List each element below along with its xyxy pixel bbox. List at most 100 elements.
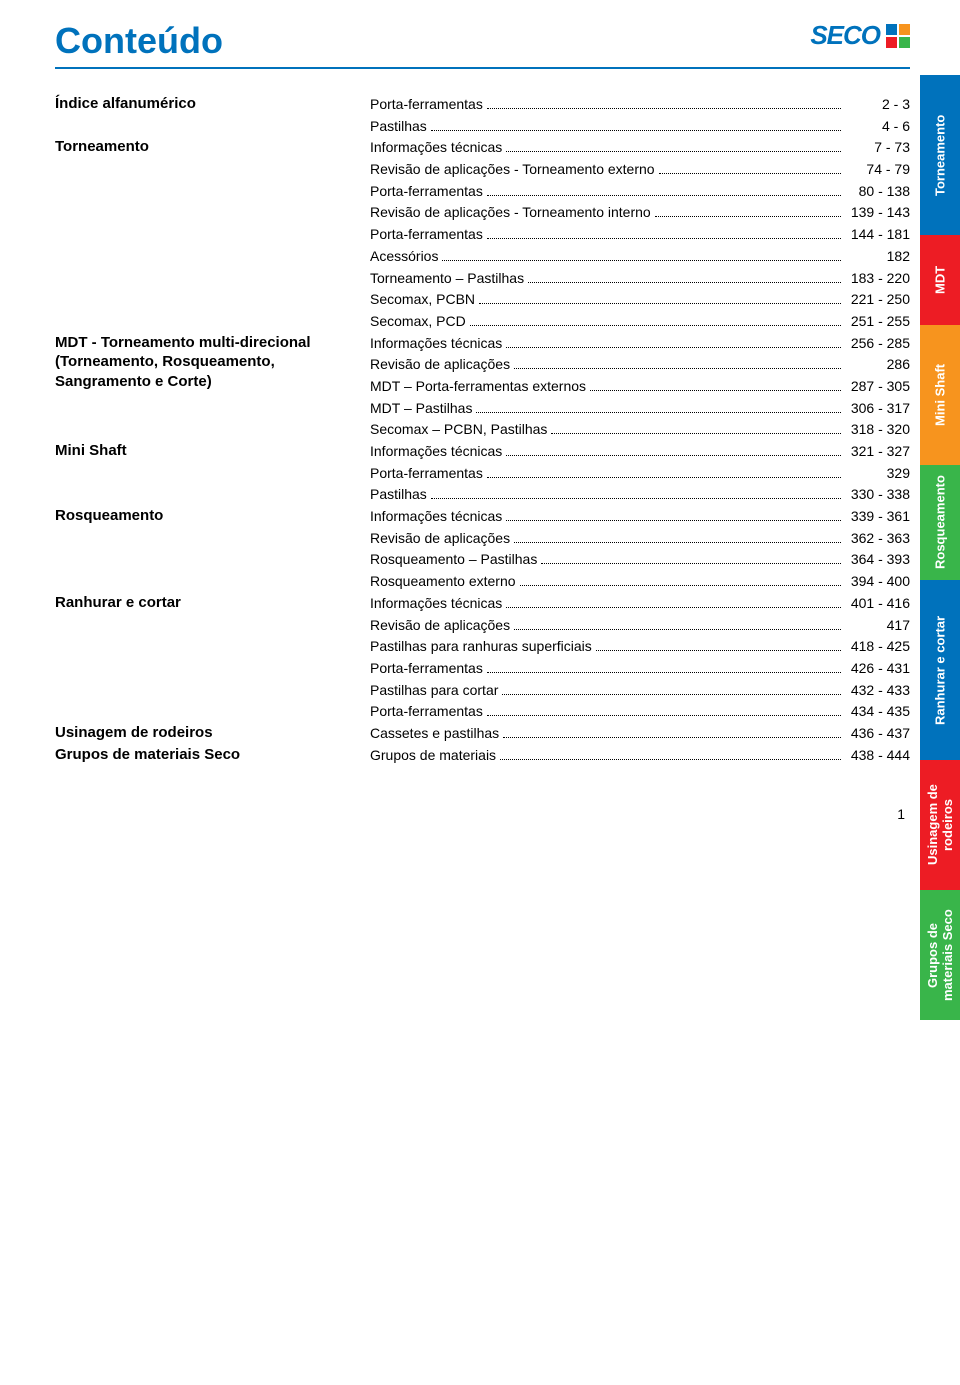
toc-dots (590, 390, 841, 391)
toc-entry-text: Porta-ferramentas (370, 224, 483, 246)
toc-entry-page: 417 (845, 615, 910, 637)
toc-entry-page: 394 - 400 (845, 571, 910, 593)
toc-entry-page: 287 - 305 (845, 376, 910, 398)
toc-entry-text: Informações técnicas (370, 593, 502, 615)
toc-entry-page: 306 - 317 (845, 398, 910, 420)
toc-entry-page: 426 - 431 (845, 658, 910, 680)
toc-entry-page: 438 - 444 (845, 745, 910, 767)
toc-dots (476, 412, 841, 413)
toc-entry-page: 329 (845, 463, 910, 485)
toc-entry-text: Cassetes e pastilhas (370, 723, 499, 745)
toc-dots (487, 477, 841, 478)
logo-text: SECO (810, 20, 880, 51)
toc-entry: Revisão de aplicações 417 (370, 615, 910, 637)
toc-dots (487, 238, 841, 239)
toc-dots (506, 520, 841, 521)
section-label: Torneamento (55, 137, 370, 157)
toc-entry-page: 432 - 433 (845, 680, 910, 702)
logo: SECO (810, 20, 910, 51)
side-tab[interactable]: MDT (920, 235, 960, 325)
toc-entry: Acessórios182 (370, 246, 910, 268)
toc-entry-page: 321 - 327 (845, 441, 910, 463)
toc-entry: Secomax, PCD251 - 255 (370, 311, 910, 333)
toc-dots (487, 195, 841, 196)
section-label: Rosqueamento (55, 506, 370, 526)
toc-entry-text: Acessórios (370, 246, 438, 268)
toc-dots (479, 303, 841, 304)
side-tab[interactable]: Grupos de materiais Seco (920, 890, 960, 1020)
toc-entry-page: 221 - 250 (845, 289, 910, 311)
toc-section: Mini ShaftInformações técnicas 321 - 327 P… (55, 441, 910, 506)
side-tab[interactable]: Torneamento (920, 75, 960, 235)
side-tab[interactable]: Rosqueamento (920, 465, 960, 580)
toc-entry: Revisão de aplicações - Torneamento inte… (370, 202, 910, 224)
toc-section: TorneamentoInformações técnicas7 - 73 Rev… (55, 137, 910, 332)
toc-entry-text: Pastilhas para ranhuras superficiais (370, 636, 592, 658)
toc-entry-page: 286 (845, 354, 910, 376)
page-number: 1 (55, 806, 910, 822)
toc-dots (487, 672, 841, 673)
toc-entry-page: 256 - 285 (845, 333, 910, 355)
toc-section: Índice alfanuméricoPorta-ferramentas2 - … (55, 94, 910, 137)
toc-entry-text: Informações técnicas (370, 441, 502, 463)
section-items: Porta-ferramentas2 - 3Pastilhas4 - 6 (370, 94, 910, 137)
toc-entry-page: 436 - 437 (845, 723, 910, 745)
toc-entry: Rosqueamento externo394 - 400 (370, 571, 910, 593)
toc-section: RosqueamentoInformações técnicas339 - 36… (55, 506, 910, 593)
section-items: Informações técnicas339 - 361Revisão de … (370, 506, 910, 593)
toc-entry-page: 183 - 220 (845, 268, 910, 290)
toc-entry-page: 144 - 181 (845, 224, 910, 246)
toc-dots (520, 585, 841, 586)
toc-entry-page: 74 - 79 (845, 159, 910, 181)
toc-entry: MDT – Porta-ferramentas externos287 - 30… (370, 376, 910, 398)
toc-entry: Torneamento – Pastilhas 183 - 220 (370, 268, 910, 290)
toc-entry-text: Revisão de aplicações - Torneamento inte… (370, 202, 651, 224)
toc-entry: Porta-ferramentas2 - 3 (370, 94, 910, 116)
toc-entry-text: Porta-ferramentas (370, 463, 483, 485)
toc-entry-page: 80 - 138 (845, 181, 910, 203)
toc-dots (487, 108, 841, 109)
toc-entry-page: 251 - 255 (845, 311, 910, 333)
side-tab[interactable]: Usinagem de rodeiros (920, 760, 960, 890)
toc-entry-text: Pastilhas para cortar (370, 680, 498, 702)
toc-entry-text: Torneamento – Pastilhas (370, 268, 524, 290)
side-tab[interactable]: Mini Shaft (920, 325, 960, 465)
toc-entry-text: Porta-ferramentas (370, 181, 483, 203)
section-items: Cassetes e pastilhas 436 - 437 (370, 723, 910, 745)
toc-entry: Porta-ferramentas 80 - 138 (370, 181, 910, 203)
toc-entry: Porta-ferramentas426 - 431 (370, 658, 910, 680)
toc-entry-text: MDT – Pastilhas (370, 398, 472, 420)
toc-entry: Pastilhas330 - 338 (370, 484, 910, 506)
toc-entry-text: Porta-ferramentas (370, 94, 483, 116)
section-label: Mini Shaft (55, 441, 370, 461)
toc-dots (551, 433, 841, 434)
toc-entry: MDT – Pastilhas 306 - 317 (370, 398, 910, 420)
side-tabs: TorneamentoMDTMini ShaftRosqueamentoRanh… (920, 75, 960, 1020)
toc-dots (487, 715, 841, 716)
toc-dots (514, 629, 841, 630)
section-items: Grupos de materiais438 - 444 (370, 745, 910, 767)
toc-entry-text: Informações técnicas (370, 333, 502, 355)
toc-dots (506, 347, 841, 348)
toc-entry: Porta-ferramentas434 - 435 (370, 701, 910, 723)
toc-dots (470, 325, 841, 326)
toc-entry-page: 4 - 6 (845, 116, 910, 138)
toc-entry: Informações técnicas7 - 73 (370, 137, 910, 159)
toc-entry: Cassetes e pastilhas 436 - 437 (370, 723, 910, 745)
toc-entry: Revisão de aplicações362 - 363 (370, 528, 910, 550)
section-label: Índice alfanumérico (55, 94, 370, 114)
toc-dots (541, 563, 841, 564)
section-items: Informações técnicas401 - 416Revisão de … (370, 593, 910, 723)
toc-entry-page: 339 - 361 (845, 506, 910, 528)
toc-dots (442, 260, 841, 261)
section-items: Informações técnicas7 - 73 Revisão de apl… (370, 137, 910, 332)
toc-entry: Porta-ferramentas 144 - 181 (370, 224, 910, 246)
toc-entry-text: Revisão de aplicações (370, 615, 510, 637)
toc-entry: Pastilhas para ranhuras superficiais418 … (370, 636, 910, 658)
logo-squares-icon (886, 24, 910, 48)
toc-entry: Secomax – PCBN, Pastilhas318 - 320 (370, 419, 910, 441)
toc-entry-page: 364 - 393 (845, 549, 910, 571)
toc-dots (506, 151, 841, 152)
side-tab[interactable]: Ranhurar e cortar (920, 580, 960, 760)
toc-entry: Informações técnicas 256 - 285 (370, 333, 910, 355)
